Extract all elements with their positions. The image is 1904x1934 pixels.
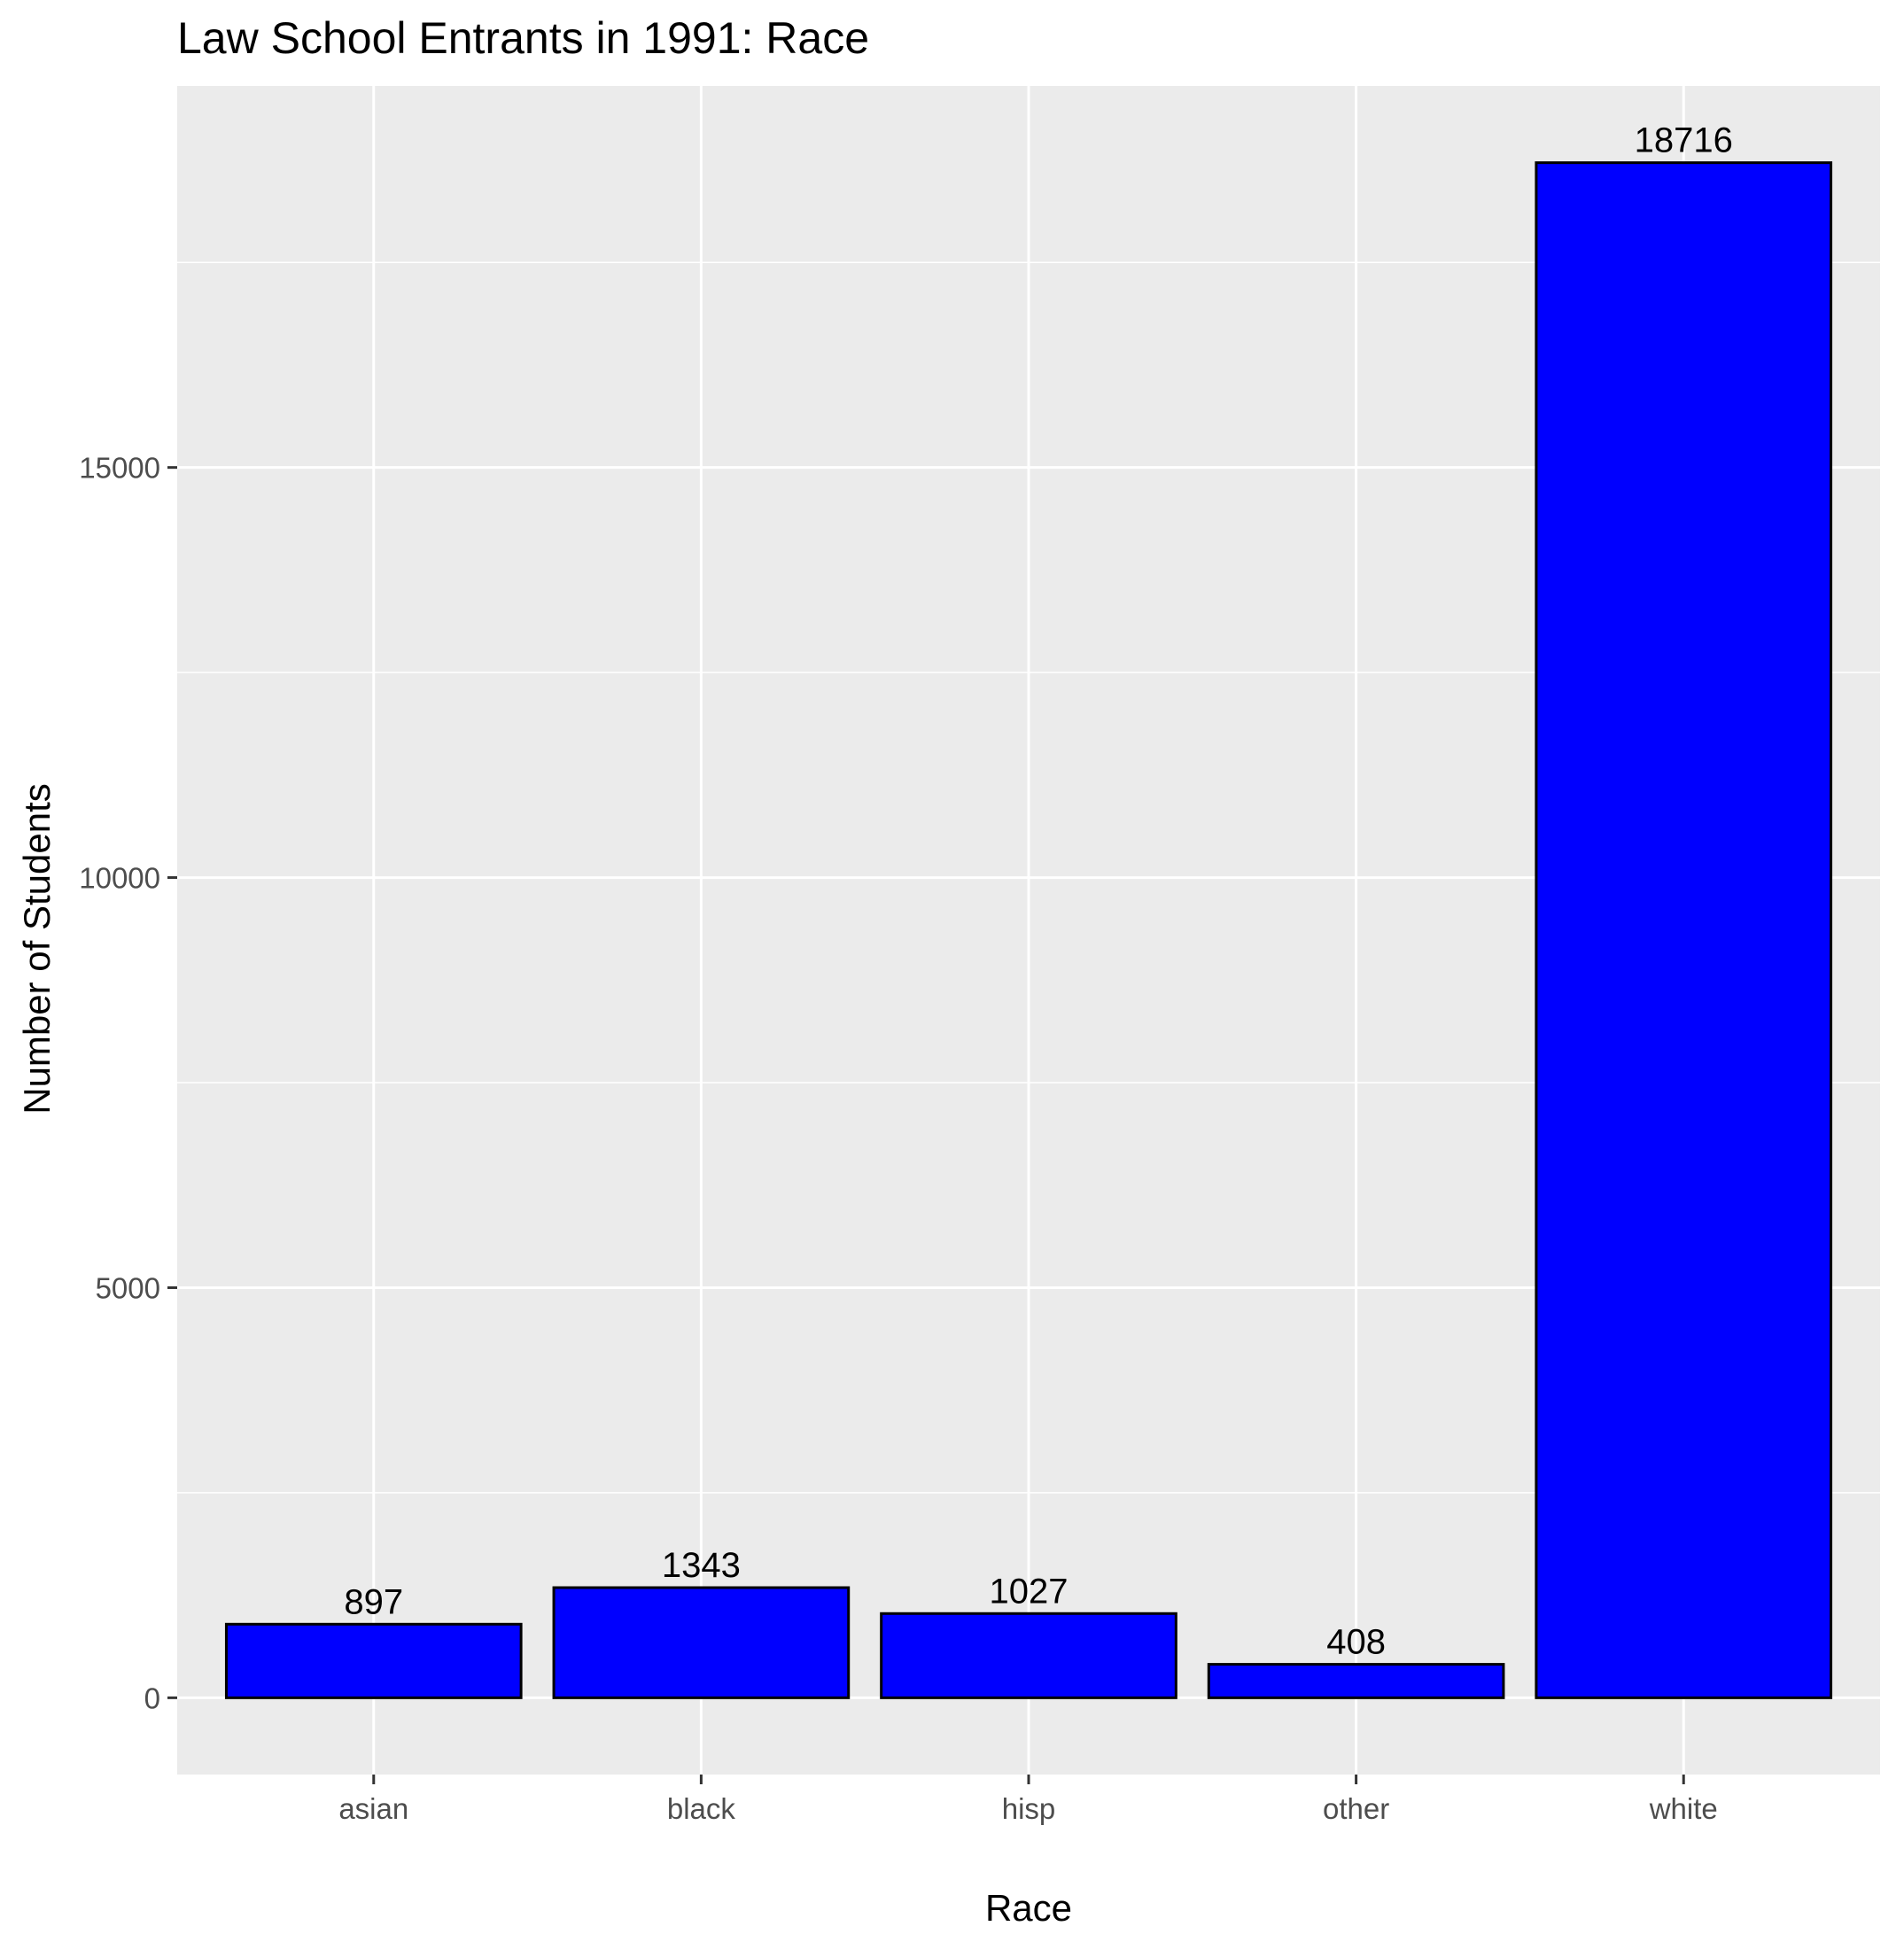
bar-other [1207,1663,1505,1699]
x-tick-label-asian: asian [338,1792,408,1825]
x-axis-title: Race [985,1887,1072,1929]
y-tick-label: 5000 [96,1271,160,1304]
y-tick-label: 15000 [79,452,160,485]
data-labels: 897 1343 1027 408 18716 [344,121,1732,1662]
y-axis-title: Number of Students [16,783,58,1115]
bar-hisp [880,1612,1177,1699]
data-label-white: 18716 [1635,121,1733,160]
x-tick-label-hisp: hisp [1002,1792,1056,1825]
data-label-asian: 897 [344,1582,403,1621]
x-axis-ticks: asian black hisp other white [338,1775,1718,1825]
bar-black [552,1586,851,1699]
x-tick-label-white: white [1649,1792,1718,1825]
y-tick-label: 0 [144,1682,160,1714]
x-tick-label-black: black [667,1792,736,1825]
data-label-other: 408 [1326,1623,1386,1662]
chart-title: Law School Entrants in 1991: Race [177,13,869,63]
y-axis-ticks: 0 5000 10000 15000 [79,452,177,1714]
bar-white [1535,161,1833,1699]
x-tick-label-other: other [1323,1792,1389,1825]
data-label-hisp: 1027 [990,1572,1069,1611]
bar-asian [224,1622,523,1699]
y-tick-label: 10000 [79,862,160,895]
bars [224,161,1833,1699]
data-label-black: 1343 [662,1546,741,1585]
